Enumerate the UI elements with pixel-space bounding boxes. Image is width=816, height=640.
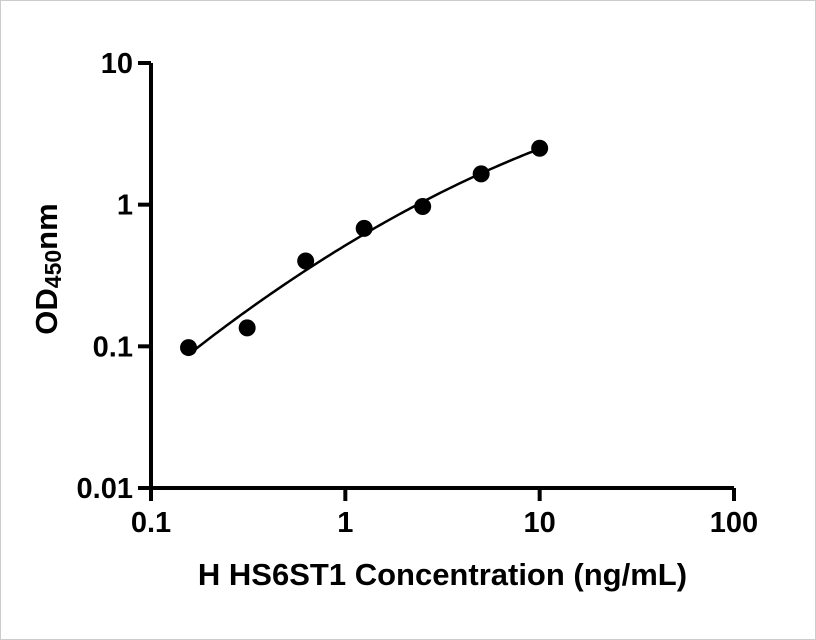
x-tick-label: 100 [710,507,758,539]
data-point [531,139,549,157]
data-point [414,198,432,216]
y-tick-label: 1 [117,190,133,222]
y-axis-title: OD450nm [27,119,67,419]
data-point [180,339,198,357]
data-point [238,319,256,337]
y-axis-title-subscript: 450 [40,249,66,289]
y-axis-title-suffix: nm [29,203,64,250]
data-point [355,219,373,237]
x-tick-label: 1 [337,507,353,539]
x-tick-label: 10 [524,507,556,539]
y-tick-label: 10 [101,48,133,80]
y-tick-label: 0.1 [93,331,133,363]
y-axis-title-prefix: OD [29,288,64,335]
x-axis-title: H HS6ST1 Concentration (ng/mL) [197,557,688,592]
y-tick-label: 0.01 [77,473,133,505]
data-point [472,165,490,183]
x-tick-label: 0.1 [131,507,171,539]
data-point [297,252,315,270]
